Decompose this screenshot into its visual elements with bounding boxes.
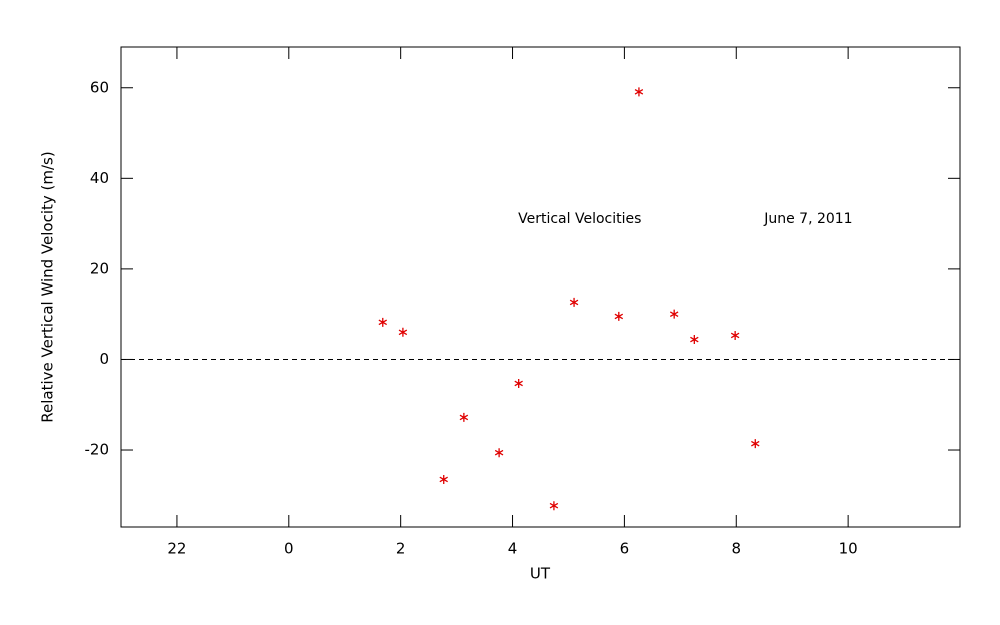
scatter-point xyxy=(378,317,388,327)
scatter-point xyxy=(669,309,679,319)
y-tick-label: 0 xyxy=(99,350,109,368)
scatter-point xyxy=(690,335,699,345)
scatter-point xyxy=(614,311,624,321)
scatter-point xyxy=(459,412,469,422)
y-tick-label: 20 xyxy=(90,259,109,277)
scatter-point xyxy=(751,439,760,449)
y-tick-label: 40 xyxy=(90,169,109,187)
y-tick-label: -20 xyxy=(85,441,110,459)
scatter-point xyxy=(439,474,448,484)
scatter-point xyxy=(569,297,579,307)
scatter-point xyxy=(730,330,740,340)
x-tick-label: 4 xyxy=(508,540,518,558)
annotation: Vertical Velocities xyxy=(518,211,641,227)
x-tick-label: 8 xyxy=(731,540,741,558)
x-tick-label: 2 xyxy=(396,540,406,558)
x-axis-label: UT xyxy=(530,565,551,583)
scatter-point xyxy=(398,327,408,337)
scatter-point xyxy=(514,378,523,388)
x-tick-label: 10 xyxy=(839,540,858,558)
plot-frame xyxy=(120,46,961,528)
y-axis-label: Relative Vertical Wind Velocity (m/s) xyxy=(39,151,57,422)
scatter-point xyxy=(494,448,504,458)
x-tick-label: 6 xyxy=(620,540,630,558)
y-tick-label: 60 xyxy=(90,78,109,96)
x-tick-label: 0 xyxy=(284,540,294,558)
annotation: June 7, 2011 xyxy=(763,211,852,227)
scatter-point xyxy=(634,87,644,97)
x-tick-label: 22 xyxy=(167,540,186,558)
scatter-point xyxy=(549,501,559,511)
